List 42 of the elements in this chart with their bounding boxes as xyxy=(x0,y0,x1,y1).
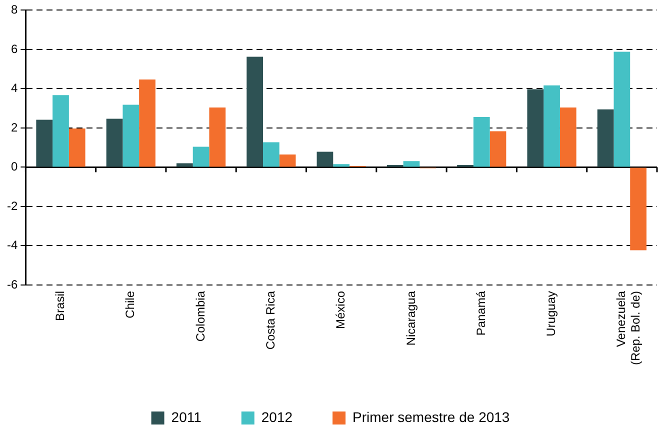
x-tick-label: Colombia xyxy=(193,290,208,342)
x-tick-label: México xyxy=(334,290,348,329)
bar xyxy=(106,118,123,167)
y-tick-label: -2 xyxy=(7,198,18,213)
y-tick-label: -4 xyxy=(7,238,18,252)
y-tick-label: 2 xyxy=(10,120,18,134)
bar xyxy=(403,161,420,167)
bar xyxy=(597,109,614,167)
bar xyxy=(246,56,264,167)
bar xyxy=(36,120,53,167)
bar xyxy=(630,168,646,250)
x-tick-label: Nicaragua xyxy=(404,290,418,346)
y-tick-label: 8 xyxy=(10,2,18,17)
bar xyxy=(560,108,576,167)
bar xyxy=(614,52,630,167)
x-tick-label: Uruguay xyxy=(544,290,558,336)
bar xyxy=(316,152,334,167)
y-tick-label: 6 xyxy=(10,42,18,56)
legend-label: 2012 xyxy=(261,408,293,425)
bar xyxy=(544,85,560,167)
bar xyxy=(139,79,156,167)
legend-label: 2011 xyxy=(171,408,202,425)
bar xyxy=(122,104,140,167)
bar xyxy=(279,154,296,167)
y-tick-label: -6 xyxy=(7,277,18,292)
x-tick-label: Venezuela (Rep. Bol. de) xyxy=(614,290,643,366)
bar xyxy=(52,95,69,167)
bar xyxy=(263,142,280,167)
bar xyxy=(209,108,226,167)
bar xyxy=(192,146,210,167)
bar xyxy=(527,89,544,167)
x-tick-label: Chile xyxy=(123,290,138,318)
x-tick-label: Costa Rica xyxy=(264,290,278,350)
y-tick-label: 0 xyxy=(10,160,18,174)
bar xyxy=(473,116,490,167)
bar xyxy=(333,164,350,167)
legend-label: Primer semestre de 2013 xyxy=(352,408,510,425)
x-tick-label: Panamá xyxy=(474,290,488,336)
bar xyxy=(68,128,86,167)
bar xyxy=(490,131,506,167)
y-tick-label: 4 xyxy=(10,81,18,96)
x-tick-label: Brasil xyxy=(53,290,68,321)
